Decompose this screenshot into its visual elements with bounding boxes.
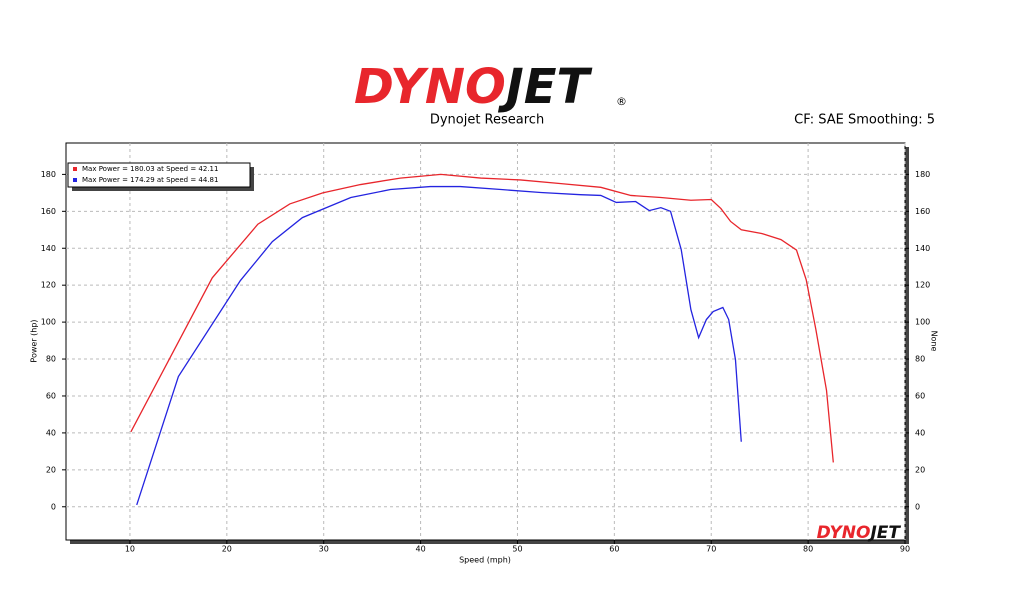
y2-tick-label: 120 bbox=[915, 281, 930, 290]
footer-logo: DYNOJET bbox=[817, 523, 902, 543]
x-tick-label: 10 bbox=[125, 545, 135, 554]
y-tick-label: 20 bbox=[46, 465, 56, 474]
y2-tick-label: 100 bbox=[915, 318, 930, 327]
x-axis-label: Speed (mph) bbox=[459, 556, 511, 565]
y2-tick-label: 40 bbox=[915, 428, 925, 437]
annotation: CF: SAE Smoothing: 5 bbox=[794, 113, 935, 128]
y2-tick-label: 0 bbox=[915, 502, 920, 511]
y-tick-label: 0 bbox=[51, 502, 56, 511]
x-tick-label: 60 bbox=[609, 545, 619, 554]
x-tick-label: 20 bbox=[222, 545, 232, 554]
x-tick-label: 50 bbox=[512, 545, 522, 554]
logo-part: DYNO bbox=[354, 59, 506, 115]
y2-tick-label: 180 bbox=[915, 170, 930, 179]
logo-part: JET bbox=[867, 523, 901, 543]
plot-frame bbox=[65, 142, 906, 541]
y-tick-label: 160 bbox=[41, 207, 56, 216]
y-tick-label: 140 bbox=[41, 244, 56, 253]
y-tick-label: 60 bbox=[46, 391, 56, 400]
legend-swatch bbox=[73, 178, 77, 182]
subtitle: Dynojet Research bbox=[430, 113, 544, 128]
y2-tick-label: 160 bbox=[915, 207, 930, 216]
legend-label: Max Power = 180.03 at Speed = 42.11 bbox=[82, 165, 218, 173]
logo-mark: ® bbox=[616, 95, 627, 108]
logo: DYNOJET bbox=[354, 59, 593, 115]
legend-label: Max Power = 174.29 at Speed = 44.81 bbox=[82, 176, 218, 184]
power-line bbox=[136, 185, 742, 506]
y2-axis-label: None bbox=[930, 331, 939, 352]
y-tick-label: 40 bbox=[46, 428, 56, 437]
x-tick-label: 70 bbox=[706, 545, 716, 554]
y-tick-label: 180 bbox=[41, 170, 56, 179]
y2-tick-label: 80 bbox=[915, 355, 925, 364]
y-tick-label: 80 bbox=[46, 355, 56, 364]
y-tick-label: 120 bbox=[41, 281, 56, 290]
y-tick-label: 100 bbox=[41, 318, 56, 327]
x-tick-label: 30 bbox=[319, 545, 329, 554]
power-line bbox=[130, 173, 834, 463]
y2-tick-label: 140 bbox=[915, 244, 930, 253]
y2-tick-label: 60 bbox=[915, 391, 925, 400]
logo-part: DYNO bbox=[817, 523, 871, 543]
legend-swatch bbox=[73, 167, 77, 171]
x-tick-label: 80 bbox=[803, 545, 813, 554]
logo-part: JET bbox=[498, 59, 593, 115]
y-axis-label: Power (hp) bbox=[30, 319, 39, 362]
y2-tick-label: 20 bbox=[915, 465, 925, 474]
x-tick-label: 40 bbox=[415, 545, 425, 554]
legend-box bbox=[67, 162, 251, 188]
x-tick-label: 90 bbox=[900, 545, 910, 554]
